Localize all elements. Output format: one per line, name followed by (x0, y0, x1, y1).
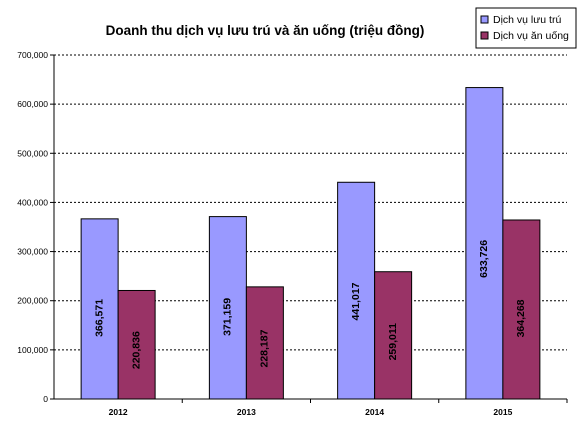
data-label: 441,017 (350, 282, 362, 320)
legend-swatch (480, 31, 489, 40)
x-tick-label: 2012 (109, 407, 128, 417)
data-label: 259,011 (387, 323, 399, 361)
legend-swatch (480, 15, 489, 24)
chart-title: Doanh thu dịch vụ lưu trú và ăn uống (tr… (106, 23, 425, 38)
bar-luu-tru (337, 181, 376, 400)
plot-area: 0 100,000 200,000 300,000 400,000 500,000 600,… (17, 50, 568, 417)
bar-an-uong (374, 271, 413, 400)
data-label: 371,159 (222, 298, 234, 336)
legend-label: Dịch vụ ăn uống (493, 30, 569, 42)
bar-luu-tru (80, 218, 119, 400)
data-label: 366,571 (93, 299, 105, 337)
y-tick-label: 300,000 (17, 247, 48, 257)
legend: Dịch vụ lưu trú Dịch vụ ăn uống (475, 7, 577, 49)
y-tick-label: 700,000 (17, 50, 48, 60)
x-tick-label: 2015 (493, 407, 512, 417)
x-tick-label: 2013 (237, 407, 256, 417)
data-label: 364,268 (515, 299, 527, 337)
y-tick-label: 400,000 (17, 197, 48, 207)
y-tick-label: 100,000 (17, 345, 48, 355)
y-tick-label: 600,000 (17, 99, 48, 109)
x-tick-label: 2014 (365, 407, 384, 417)
bar-an-uong (117, 289, 156, 400)
bar-luu-tru (465, 87, 504, 400)
y-tick-label: 200,000 (17, 296, 48, 306)
legend-label: Dịch vụ lưu trú (493, 14, 561, 26)
bar-an-uong (502, 219, 541, 400)
y-tick-label: 0 (43, 394, 48, 404)
data-label: 633,726 (478, 240, 490, 278)
data-label: 220,836 (130, 331, 142, 369)
bar-an-uong (245, 286, 284, 400)
data-label: 228,187 (259, 329, 271, 367)
legend-box (475, 7, 577, 49)
y-tick-label: 500,000 (17, 148, 48, 158)
